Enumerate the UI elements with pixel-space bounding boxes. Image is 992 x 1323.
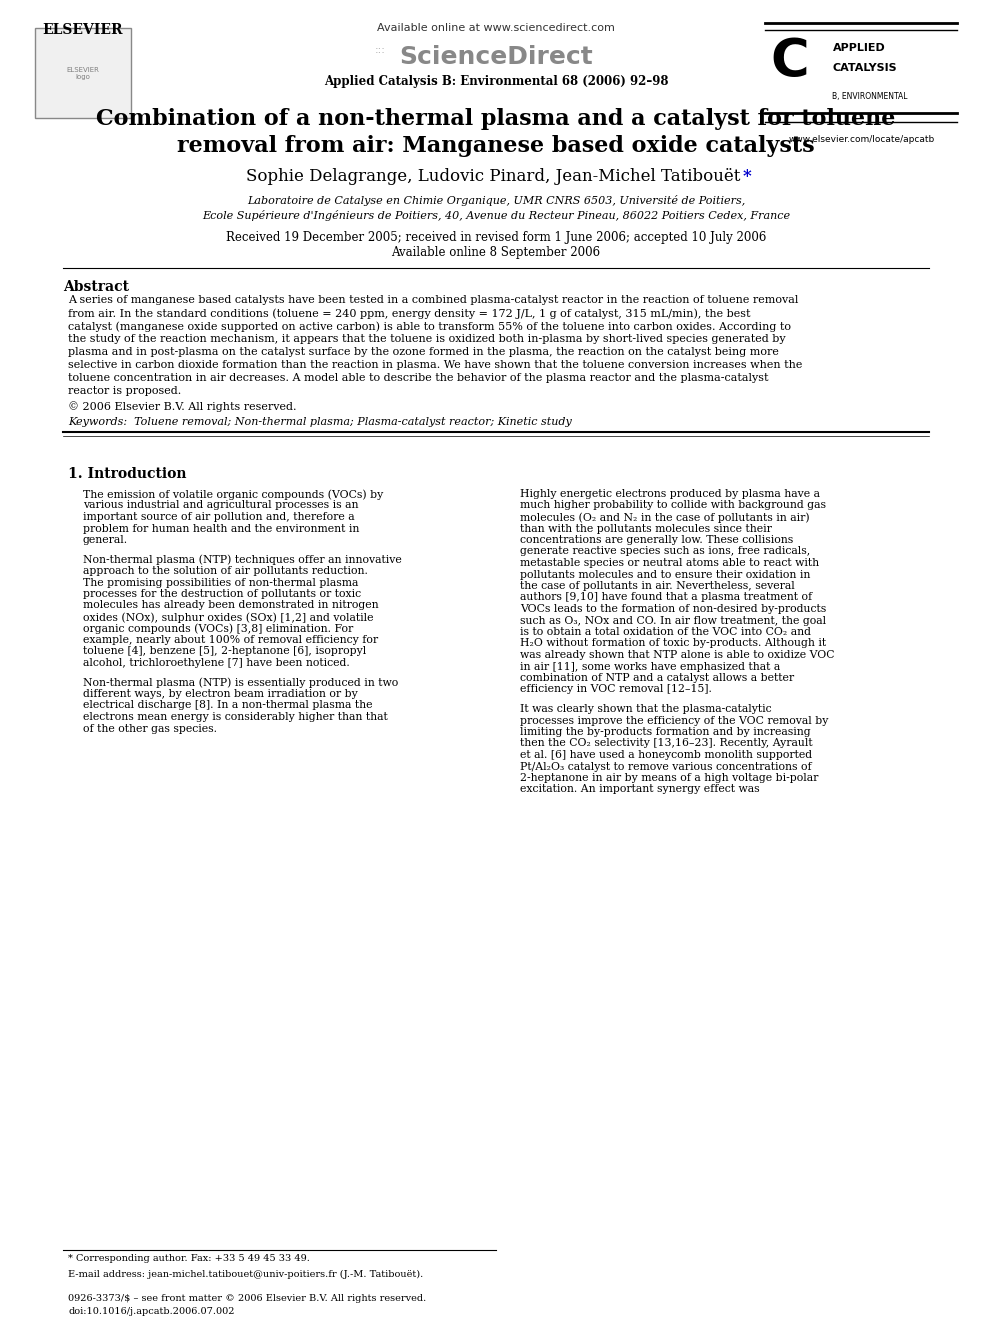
Text: www.elsevier.com/locate/apcatb: www.elsevier.com/locate/apcatb [789,135,934,144]
Text: Available online at www.sciencedirect.com: Available online at www.sciencedirect.co… [377,22,615,33]
Text: H₂O without formation of toxic by-products. Although it: H₂O without formation of toxic by-produc… [520,639,826,648]
Text: APPLIED: APPLIED [832,42,885,53]
Text: toluene [4], benzene [5], 2-heptanone [6], isopropyl: toluene [4], benzene [5], 2-heptanone [6… [82,647,366,656]
Text: Combination of a non-thermal plasma and a catalyst for toluene: Combination of a non-thermal plasma and … [96,108,896,130]
Text: the case of pollutants in air. Nevertheless, several: the case of pollutants in air. Neverthel… [520,581,795,591]
Text: the study of the reaction mechanism, it appears that the toluene is oxidized bot: the study of the reaction mechanism, it … [68,333,786,344]
Text: than with the pollutants molecules since their: than with the pollutants molecules since… [520,524,772,533]
Text: alcohol, trichloroethylene [7] have been noticed.: alcohol, trichloroethylene [7] have been… [82,658,349,668]
Text: different ways, by electron beam irradiation or by: different ways, by electron beam irradia… [82,689,357,699]
Text: of the other gas species.: of the other gas species. [82,724,216,733]
Text: doi:10.1016/j.apcatb.2006.07.002: doi:10.1016/j.apcatb.2006.07.002 [68,1307,235,1316]
Text: reactor is proposed.: reactor is proposed. [68,386,182,396]
Text: processes for the destruction of pollutants or toxic: processes for the destruction of polluta… [82,589,361,599]
Text: organic compounds (VOCs) [3,8] elimination. For: organic compounds (VOCs) [3,8] eliminati… [82,623,353,634]
Text: excitation. An important synergy effect was: excitation. An important synergy effect … [520,785,760,795]
Text: It was clearly shown that the plasma-catalytic: It was clearly shown that the plasma-cat… [520,704,772,714]
Text: A series of manganese based catalysts have been tested in a combined plasma-cata: A series of manganese based catalysts ha… [68,295,799,306]
Text: metastable species or neutral atoms able to react with: metastable species or neutral atoms able… [520,558,819,568]
Text: from air. In the standard conditions (toluene = 240 ppm, energy density = 172 J/: from air. In the standard conditions (to… [68,308,751,319]
Text: * Corresponding author. Fax: +33 5 49 45 33 49.: * Corresponding author. Fax: +33 5 49 45… [68,1254,310,1263]
Text: 1. Introduction: 1. Introduction [68,467,186,482]
Text: Keywords:  Toluene removal; Non-thermal plasma; Plasma-catalyst reactor; Kinetic: Keywords: Toluene removal; Non-thermal p… [68,417,572,427]
Text: Non-thermal plasma (NTP) is essentially produced in two: Non-thermal plasma (NTP) is essentially … [82,677,398,688]
Text: Abstract: Abstract [63,280,129,294]
Text: important source of air pollution and, therefore a: important source of air pollution and, t… [82,512,354,523]
Text: *: * [743,168,752,185]
Text: is to obtain a total oxidation of the VOC into CO₂ and: is to obtain a total oxidation of the VO… [520,627,811,636]
Text: ScienceDirect: ScienceDirect [399,45,593,69]
Text: CATALYSIS: CATALYSIS [832,62,897,73]
Text: 0926-3373/$ – see front matter © 2006 Elsevier B.V. All rights reserved.: 0926-3373/$ – see front matter © 2006 El… [68,1294,427,1303]
Text: :::: ::: [375,45,386,56]
Text: concentrations are generally low. These collisions: concentrations are generally low. These … [520,534,794,545]
Text: approach to the solution of air pollutants reduction.: approach to the solution of air pollutan… [82,566,367,576]
Text: such as O₃, NOx and CO. In air flow treatment, the goal: such as O₃, NOx and CO. In air flow trea… [520,615,826,626]
Text: oxides (NOx), sulphur oxides (SOx) [1,2] and volatile: oxides (NOx), sulphur oxides (SOx) [1,2]… [82,613,373,623]
Text: ELSEVIER: ELSEVIER [43,22,123,37]
Text: removal from air: Manganese based oxide catalysts: removal from air: Manganese based oxide … [178,135,814,157]
Text: E-mail address: jean-michel.tatibouet@univ-poitiers.fr (J.-M. Tatibouët).: E-mail address: jean-michel.tatibouet@un… [68,1270,424,1279]
Text: et al. [6] have used a honeycomb monolith supported: et al. [6] have used a honeycomb monolit… [520,750,812,759]
Text: toluene concentration in air decreases. A model able to describe the behavior of: toluene concentration in air decreases. … [68,373,769,382]
Text: Applied Catalysis B: Environmental 68 (2006) 92–98: Applied Catalysis B: Environmental 68 (2… [323,75,669,89]
Text: B, ENVIRONMENTAL: B, ENVIRONMENTAL [832,91,908,101]
Text: combination of NTP and a catalyst allows a better: combination of NTP and a catalyst allows… [520,673,795,683]
Text: Received 19 December 2005; received in revised form 1 June 2006; accepted 10 Jul: Received 19 December 2005; received in r… [226,232,766,243]
Text: The emission of volatile organic compounds (VOCs) by: The emission of volatile organic compoun… [82,490,383,500]
Text: Available online 8 September 2006: Available online 8 September 2006 [392,246,600,259]
Text: example, nearly about 100% of removal efficiency for: example, nearly about 100% of removal ef… [82,635,378,646]
Text: Pt/Al₂O₃ catalyst to remove various concentrations of: Pt/Al₂O₃ catalyst to remove various conc… [520,762,811,771]
Text: much higher probability to collide with background gas: much higher probability to collide with … [520,500,826,511]
Bar [35,28,131,118]
Text: efficiency in VOC removal [12–15].: efficiency in VOC removal [12–15]. [520,684,712,695]
Text: authors [9,10] have found that a plasma treatment of: authors [9,10] have found that a plasma … [520,593,812,602]
Text: C: C [770,36,808,89]
Text: electrical discharge [8]. In a non-thermal plasma the: electrical discharge [8]. In a non-therm… [82,700,372,710]
Text: Ecole Supérieure d'Ingénieurs de Poitiers, 40, Avenue du Recteur Pineau, 86022 P: Ecole Supérieure d'Ingénieurs de Poitier… [202,210,790,221]
Text: © 2006 Elsevier B.V. All rights reserved.: © 2006 Elsevier B.V. All rights reserved… [68,401,297,411]
Text: molecules (O₂ and N₂ in the case of pollutants in air): molecules (O₂ and N₂ in the case of poll… [520,512,809,523]
Text: plasma and in post-plasma on the catalyst surface by the ozone formed in the pla: plasma and in post-plasma on the catalys… [68,347,779,357]
Text: 2-heptanone in air by means of a high voltage bi-polar: 2-heptanone in air by means of a high vo… [520,773,818,783]
Text: then the CO₂ selectivity [13,16–23]. Recently, Ayrault: then the CO₂ selectivity [13,16–23]. Rec… [520,738,812,749]
Text: ELSEVIER
logo: ELSEVIER logo [66,66,99,79]
Text: Non-thermal plasma (NTP) techniques offer an innovative: Non-thermal plasma (NTP) techniques offe… [82,554,402,565]
Text: in air [11], some works have emphasized that a: in air [11], some works have emphasized … [520,662,781,672]
Text: VOCs leads to the formation of non-desired by-products: VOCs leads to the formation of non-desir… [520,605,826,614]
Text: various industrial and agricultural processes is an: various industrial and agricultural proc… [82,500,358,511]
Text: electrons mean energy is considerably higher than that: electrons mean energy is considerably hi… [82,712,387,722]
Text: general.: general. [82,534,128,545]
Text: molecules has already been demonstrated in nitrogen: molecules has already been demonstrated … [82,601,378,610]
Text: limiting the by-products formation and by increasing: limiting the by-products formation and b… [520,728,810,737]
Text: Laboratoire de Catalyse en Chimie Organique, UMR CNRS 6503, Université de Poitie: Laboratoire de Catalyse en Chimie Organi… [247,194,745,206]
Text: Sophie Delagrange, Ludovic Pinard, Jean-Michel Tatibouët: Sophie Delagrange, Ludovic Pinard, Jean-… [246,168,746,185]
Text: problem for human health and the environment in: problem for human health and the environ… [82,524,359,533]
Text: generate reactive species such as ions, free radicals,: generate reactive species such as ions, … [520,546,810,557]
Text: Highly energetic electrons produced by plasma have a: Highly energetic electrons produced by p… [520,490,820,499]
Text: pollutants molecules and to ensure their oxidation in: pollutants molecules and to ensure their… [520,569,810,579]
Text: The promising possibilities of non-thermal plasma: The promising possibilities of non-therm… [82,578,358,587]
Text: was already shown that NTP alone is able to oxidize VOC: was already shown that NTP alone is able… [520,650,834,660]
Text: catalyst (manganese oxide supported on active carbon) is able to transform 55% o: catalyst (manganese oxide supported on a… [68,321,792,332]
Text: processes improve the efficiency of the VOC removal by: processes improve the efficiency of the … [520,716,828,725]
Text: selective in carbon dioxide formation than the reaction in plasma. We have shown: selective in carbon dioxide formation th… [68,360,803,370]
